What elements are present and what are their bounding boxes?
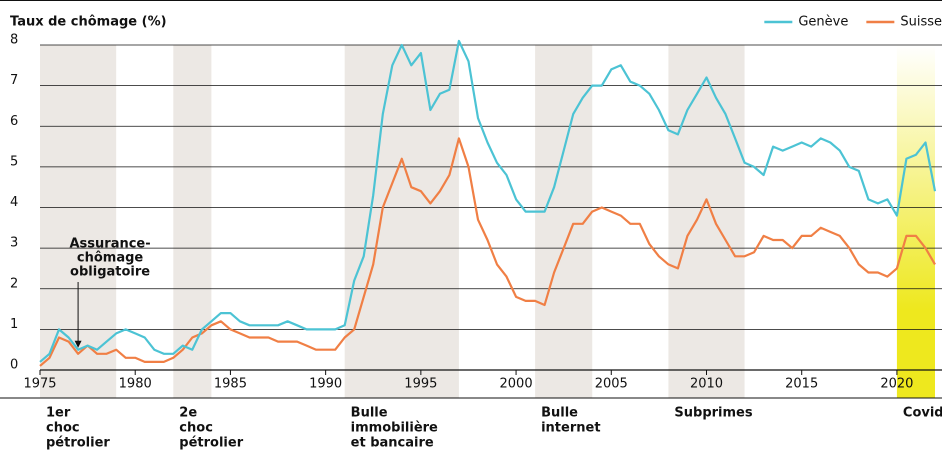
annotation-text: obligatoire: [70, 265, 150, 280]
x-tick-label: 1985: [214, 377, 247, 392]
y-tick-label: 0: [10, 358, 18, 373]
x-tick-label: 2015: [785, 377, 818, 392]
annotation-text: Assurance-: [70, 237, 151, 252]
period-label: choc: [179, 421, 213, 436]
x-tick-label: 2010: [690, 377, 723, 392]
period-label: internet: [541, 421, 600, 436]
y-tick-label: 5: [10, 154, 18, 169]
period-label: Covid-19: [903, 406, 942, 421]
period-label: pétrolier: [179, 436, 243, 451]
period-label: Bulle: [541, 406, 578, 421]
series-line: [39, 39, 937, 363]
annotation-text: chômage: [77, 251, 144, 266]
y-tick-label: 7: [10, 73, 18, 88]
x-tick-label: 2000: [500, 377, 533, 392]
x-tick-label: 1980: [119, 377, 152, 392]
x-tick-label: 2005: [595, 377, 628, 392]
legend-label: Suisse: [900, 15, 942, 30]
y-tick-label: 1: [10, 317, 18, 332]
period-label: pétrolier: [46, 436, 110, 451]
chart-title: Taux de chômage (%): [10, 15, 167, 30]
y-tick-label: 8: [10, 33, 18, 48]
period-label: et bancaire: [351, 436, 434, 451]
x-tick-label: 2020: [880, 377, 913, 392]
period-label: choc: [46, 421, 80, 436]
y-tick-label: 4: [10, 195, 18, 210]
period-band: [173, 45, 212, 398]
period-label: Bulle: [351, 406, 388, 421]
legend-label: Genève: [798, 15, 848, 30]
period-band: [668, 45, 745, 398]
x-tick-label: 1990: [309, 377, 342, 392]
y-tick-label: 6: [10, 114, 18, 129]
annotation-arrowhead: [74, 340, 82, 348]
period-label: 2e: [179, 406, 197, 421]
y-tick-label: 3: [10, 236, 18, 251]
period-band: [535, 45, 593, 398]
x-tick-label: 1995: [404, 377, 437, 392]
series-line: [39, 137, 936, 367]
x-tick-label: 1975: [23, 377, 56, 392]
period-label: immobilière: [351, 421, 438, 436]
y-tick-label: 2: [10, 276, 18, 291]
period-label: Subprimes: [674, 406, 752, 421]
period-label: 1er: [46, 406, 71, 421]
period-band: [344, 45, 459, 398]
period-band: [896, 45, 935, 398]
